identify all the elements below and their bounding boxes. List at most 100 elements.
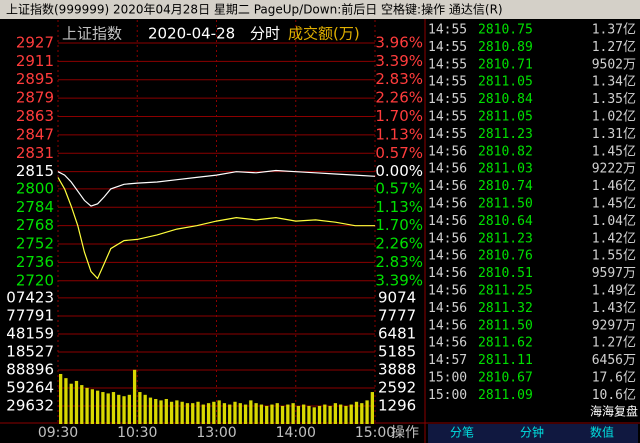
volume-left-label: 77791	[6, 306, 54, 324]
trade-price: 2811.25	[478, 284, 533, 299]
volume-bar	[148, 397, 153, 424]
trade-amount: 1.34亿	[592, 75, 636, 90]
volume-bar	[344, 405, 348, 424]
trade-amount: 9222万	[592, 162, 636, 177]
trade-amount: 1.31亿	[592, 127, 636, 142]
title-bar	[0, 0, 640, 19]
price-line	[57, 169, 376, 207]
trade-time: 14:56	[428, 179, 467, 194]
y-tick-label: 2895	[16, 70, 54, 88]
volume-bar	[69, 383, 73, 424]
trade-amount: 9502万	[592, 57, 636, 72]
volume-bar	[275, 403, 279, 424]
volume-tick-label: 3888	[378, 360, 416, 378]
y-tick-label: 2863	[16, 107, 54, 125]
volume-bar	[185, 403, 190, 424]
title-bar-text: 上证指数(999999) 2020年04月28日 星期二 PageUp/Down…	[6, 2, 503, 17]
trade-price: 2811.32	[478, 301, 533, 316]
chart-title: 上证指数	[62, 25, 122, 43]
volume-bar	[222, 403, 227, 424]
x-tick-label: 13:00	[196, 425, 236, 441]
trade-amount: 1.45亿	[592, 197, 636, 212]
operate-button[interactable]: 操作	[391, 425, 419, 441]
y-tick-label: 2879	[16, 89, 54, 107]
volume-tick-label: 1296	[378, 396, 416, 414]
volume-label: 成交额(万)	[288, 25, 360, 43]
trade-time: 14:55	[428, 40, 467, 55]
volume-bar	[217, 400, 221, 424]
y-tick-label: 2815	[16, 162, 54, 180]
trade-amount: 1.46亿	[592, 179, 636, 194]
volume-bar	[370, 392, 374, 424]
volume-bar	[127, 394, 131, 424]
pct-label: 3.39%	[375, 271, 423, 289]
volume-bar	[106, 393, 110, 424]
trade-amount: 9297万	[592, 318, 636, 333]
volume-bar	[228, 404, 232, 424]
pct-label: 1.13%	[375, 198, 423, 216]
trade-time: 14:56	[428, 266, 467, 281]
trade-amount: 17.6亿	[592, 371, 636, 386]
volume-bar	[307, 405, 311, 424]
volume-left-label: 59264	[6, 378, 54, 396]
pct-label: 1.70%	[375, 107, 423, 125]
trade-amount: 6456万	[592, 353, 636, 368]
trade-amount: 1.55亿	[592, 249, 636, 264]
volume-tick-label: 5185	[378, 342, 416, 360]
trade-price: 2811.62	[478, 336, 533, 351]
trade-time: 14:56	[428, 214, 467, 229]
trade-amount: 10.6亿	[592, 388, 636, 403]
y-tick-label: 2911	[16, 52, 54, 70]
trade-time: 14:55	[428, 92, 467, 107]
trade-price: 2811.23	[478, 127, 533, 142]
trade-time: 14:56	[428, 231, 467, 246]
volume-bar	[270, 404, 274, 424]
trade-price: 2810.82	[478, 144, 533, 159]
volume-bar	[333, 403, 338, 424]
volume-bar	[349, 404, 353, 424]
tab[interactable]: 数值	[590, 425, 614, 440]
trade-price: 2811.50	[478, 197, 533, 212]
pct-label: 2.26%	[375, 89, 423, 107]
trade-price: 2810.84	[478, 92, 533, 107]
volume-bar	[317, 405, 322, 424]
volume-bar	[117, 394, 121, 424]
trade-time: 14:55	[428, 75, 467, 90]
pct-label: 0.57%	[375, 179, 423, 197]
volume-bar	[159, 400, 163, 424]
pct-label: 2.83%	[375, 70, 423, 88]
trade-time: 14:55	[428, 23, 467, 38]
trade-amount: 1.37亿	[592, 23, 636, 38]
volume-bar	[365, 400, 369, 424]
trade-time: 14:56	[428, 301, 467, 316]
tab[interactable]: 分钟	[520, 425, 544, 440]
volume-tick-label: 9074	[378, 288, 416, 306]
volume-bar	[175, 400, 179, 424]
tab[interactable]: 分笔	[450, 425, 474, 440]
volume-bar	[138, 392, 142, 424]
volume-bar	[212, 401, 216, 424]
y-tick-label: 2768	[16, 216, 54, 234]
trade-time: 14:56	[428, 249, 467, 264]
volume-bar	[302, 404, 306, 424]
volume-tick-label: 7777	[378, 306, 416, 324]
chart-date: 2020-04-28	[148, 25, 235, 43]
trade-price: 2810.89	[478, 40, 533, 55]
pct-label: 2.83%	[375, 253, 423, 271]
y-tick-label: 2927	[16, 33, 54, 51]
volume-bar	[111, 392, 116, 424]
pct-label: 1.13%	[375, 125, 423, 143]
volume-left-label: 18527	[6, 342, 54, 360]
volume-bar	[169, 401, 174, 424]
volume-bar	[328, 405, 332, 424]
trade-price: 2811.03	[478, 162, 533, 177]
pct-label: 2.26%	[375, 235, 423, 253]
tab-bar	[428, 424, 638, 443]
trade-price: 2810.64	[478, 214, 533, 229]
pct-label: 3.96%	[375, 33, 423, 51]
volume-bar	[296, 405, 301, 424]
trade-price: 2810.51	[478, 266, 533, 281]
trade-time: 14:56	[428, 144, 467, 159]
